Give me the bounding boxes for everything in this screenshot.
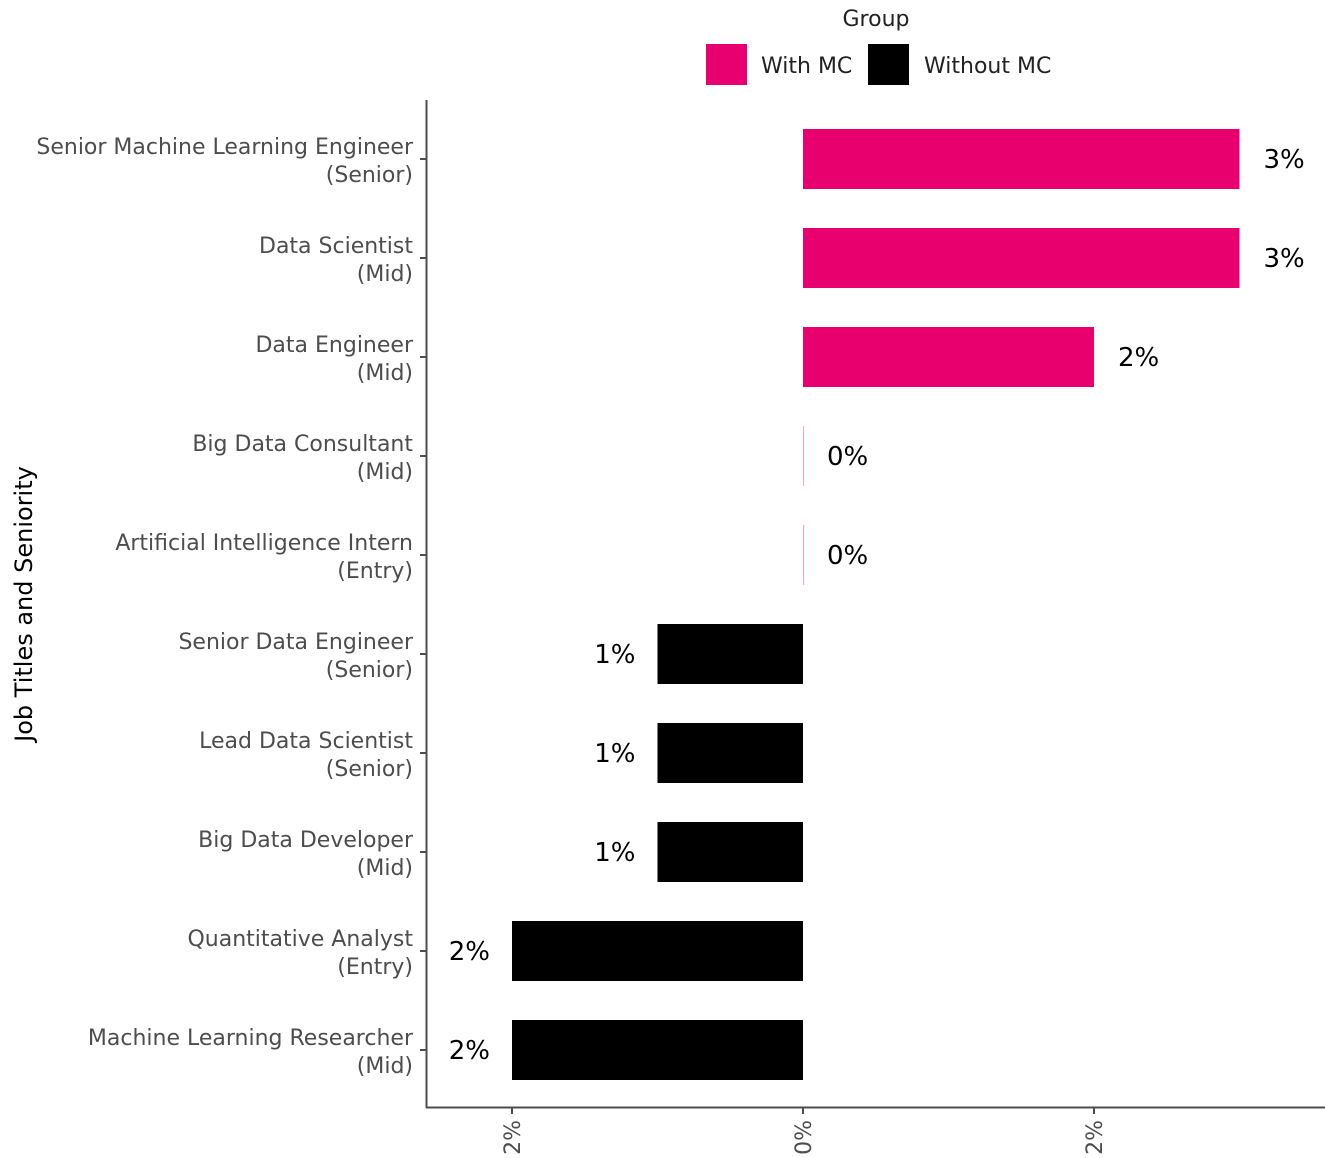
category-title: Big Data Developer xyxy=(198,828,414,853)
bar xyxy=(803,228,1240,288)
category-title: Senior Machine Learning Engineer xyxy=(36,135,414,160)
category-level: (Senior) xyxy=(326,658,413,683)
legend-label-without-mc: Without MC xyxy=(924,54,1051,79)
data-label: 3% xyxy=(1264,244,1305,274)
bar xyxy=(803,525,805,585)
data-label: 2% xyxy=(449,937,490,967)
legend-title: Group xyxy=(843,7,910,32)
bar xyxy=(803,327,1094,387)
data-label: 2% xyxy=(449,1036,490,1066)
category-title: Senior Data Engineer xyxy=(178,630,414,655)
category-level: (Mid) xyxy=(357,460,413,485)
bars xyxy=(512,129,1240,1080)
bar xyxy=(803,129,1240,189)
bar xyxy=(512,921,803,981)
category-level: (Mid) xyxy=(357,361,413,386)
y-axis-title: Job Titles and Seniority xyxy=(10,466,38,744)
category-title: Data Scientist xyxy=(259,234,413,259)
data-label: 0% xyxy=(827,541,868,571)
category-title: Big Data Consultant xyxy=(192,432,413,457)
bar xyxy=(657,822,803,882)
category-title: Data Engineer xyxy=(255,333,413,358)
data-labels: 3% 3% 2% 0% 0% 1% 1% 1% 2% 2% xyxy=(449,145,1305,1066)
category-level: (Mid) xyxy=(357,856,413,881)
legend-label-with-mc: With MC xyxy=(761,54,852,79)
category-level: (Mid) xyxy=(357,262,413,287)
x-tick-label: 2% xyxy=(1083,1120,1108,1155)
bar xyxy=(803,426,805,486)
category-level: (Senior) xyxy=(326,757,413,782)
category-title: Quantitative Analyst xyxy=(187,927,413,952)
category-level: (Entry) xyxy=(337,559,413,584)
data-label: 1% xyxy=(594,739,635,769)
data-label: 1% xyxy=(594,838,635,868)
data-label: 1% xyxy=(594,640,635,670)
legend: Group With MC Without MC xyxy=(706,7,1051,85)
legend-swatch-with-mc xyxy=(706,44,747,85)
x-axis-ticks: 2% 0% 2% xyxy=(501,1108,1108,1155)
bar xyxy=(657,624,803,684)
category-level: (Mid) xyxy=(357,1054,413,1079)
category-title: Machine Learning Researcher xyxy=(88,1026,414,1051)
category-axis: Senior Machine Learning Engineer (Senior)… xyxy=(36,135,426,1079)
category-title: Artificial Intelligence Intern xyxy=(115,531,413,556)
data-label: 2% xyxy=(1118,343,1159,373)
data-label: 0% xyxy=(827,442,868,472)
x-tick-label: 0% xyxy=(792,1120,817,1155)
data-label: 3% xyxy=(1264,145,1305,175)
legend-swatch-without-mc xyxy=(868,44,909,85)
bar xyxy=(657,723,803,783)
category-title: Lead Data Scientist xyxy=(199,729,413,754)
category-level: (Senior) xyxy=(326,163,413,188)
category-level: (Entry) xyxy=(337,955,413,980)
bar xyxy=(512,1020,803,1080)
x-tick-label: 2% xyxy=(501,1120,526,1155)
